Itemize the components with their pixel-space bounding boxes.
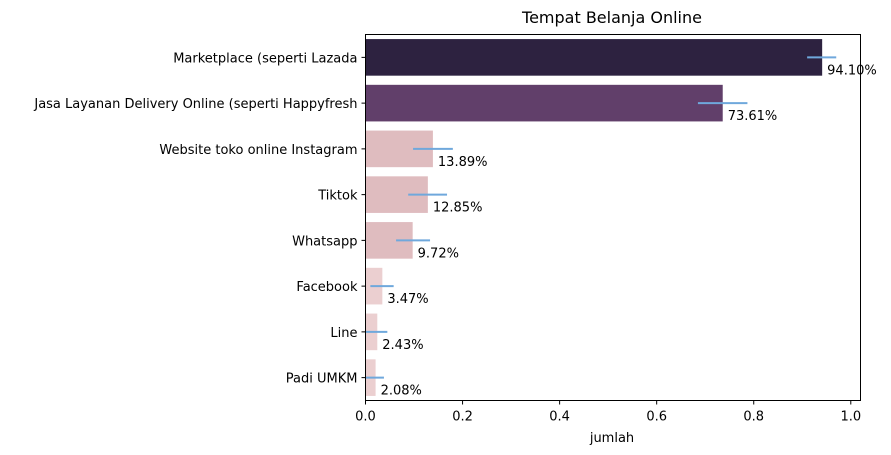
x-axis-label: jumlah — [589, 431, 634, 446]
x-tick-label: 0.8 — [743, 410, 764, 425]
y-tick-label: Facebook — [296, 280, 358, 295]
y-tick-label: Marketplace (seperti Lazada — [173, 51, 357, 66]
x-tick-label: 0.6 — [646, 410, 667, 425]
plot-frame — [365, 34, 861, 401]
data-label: 2.08% — [381, 384, 422, 399]
data-label: 3.47% — [387, 292, 428, 307]
x-axis-ticks: 0.0 0.2 0.4 0.6 0.8 1.0 — [355, 400, 861, 425]
x-tick-label: 0.2 — [452, 410, 473, 425]
x-tick-label: 0.0 — [355, 410, 376, 425]
bars-layer — [365, 39, 823, 396]
y-tick-label: Website toko online Instagram — [159, 143, 357, 158]
x-tick-label: 0.4 — [549, 410, 570, 425]
error-bars-layer — [365, 56, 837, 379]
data-label: 12.85% — [433, 201, 483, 216]
x-tick-label: 1.0 — [840, 410, 861, 425]
bar — [365, 84, 723, 122]
data-label: 9.72% — [418, 246, 459, 261]
data-labels-layer: 94.10% 73.61% 13.89% 12.85% 9.72% 3.47% 2.43% 2… — [381, 63, 877, 398]
y-tick-label: Line — [330, 326, 357, 341]
y-tick-label: Tiktok — [317, 189, 358, 204]
data-label: 94.10% — [827, 63, 877, 78]
y-axis-ticks: Marketplace (seperti Lazada Jasa Layanan … — [33, 51, 366, 387]
data-label: 73.61% — [728, 109, 778, 124]
y-tick-label: Jasa Layanan Delivery Online (seperti Ha… — [33, 97, 357, 112]
y-tick-label: Padi UMKM — [286, 372, 358, 387]
chart-title: Tempat Belanja Online — [521, 8, 702, 27]
y-tick-label: Whatsapp — [292, 234, 357, 249]
bar — [365, 39, 823, 76]
data-label: 2.43% — [382, 338, 423, 353]
data-label: 13.89% — [438, 155, 488, 170]
